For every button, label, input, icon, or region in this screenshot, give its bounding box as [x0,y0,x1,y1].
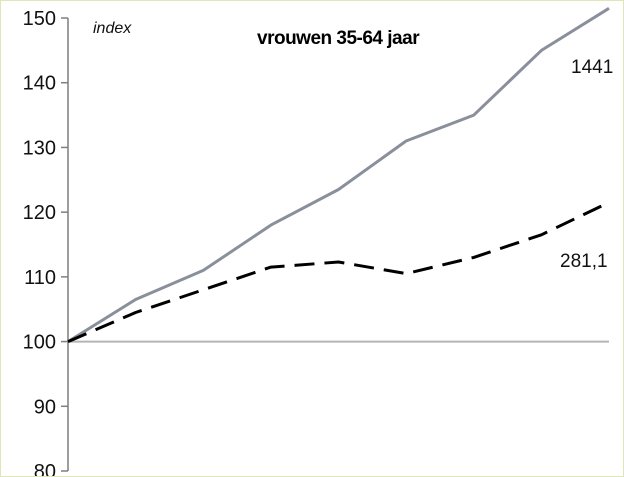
series-line-1 [67,7,610,343]
y-tick-label: 100 [23,332,56,354]
y-tick-label: 150 [23,8,56,30]
y-tick-label: 140 [23,73,56,95]
series-line-2 [67,201,610,343]
chart-title: vrouwen 35-64 jaar [257,28,420,49]
y-tick-label: 80 [34,461,56,476]
y-tick-label: 130 [23,137,56,159]
series-end-label-1: 1441 [571,57,613,78]
y-tick-label: 90 [34,396,56,418]
y-unit-label: index [93,20,132,37]
y-tick-label: 110 [24,267,56,289]
series-end-label-2: 281,1 [560,251,608,272]
y-tick-label: 120 [23,202,56,224]
